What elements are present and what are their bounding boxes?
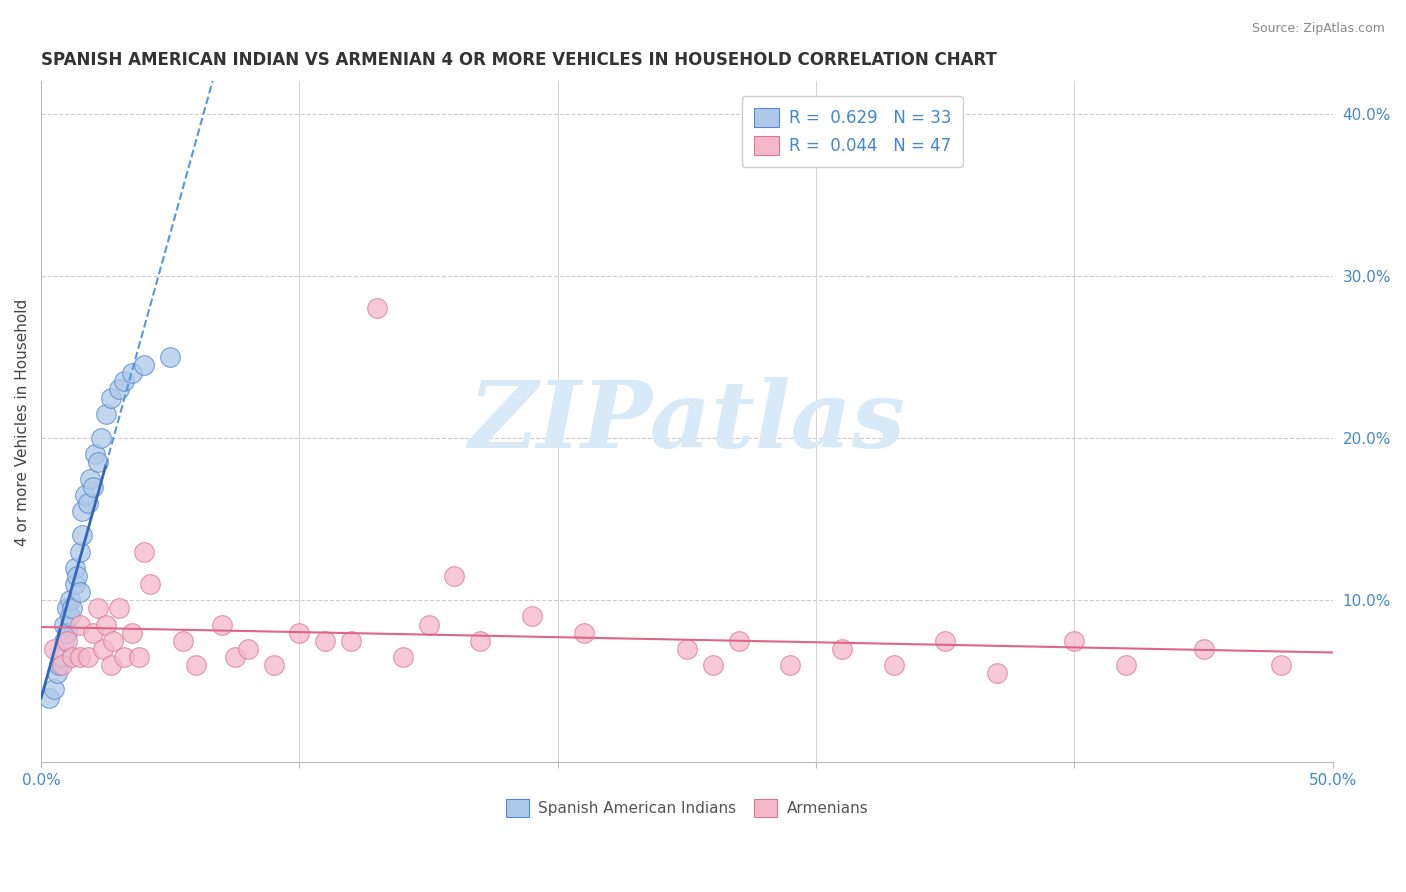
Point [288,625,311,640]
Point [211,617,233,632]
Point [1115,658,1137,673]
Point [112,650,135,665]
Point [87,601,110,615]
Point [159,350,181,364]
Point [58,609,80,624]
Point [314,633,336,648]
Point [42,682,65,697]
Point [184,658,207,673]
Point [224,650,246,665]
Point [94,407,117,421]
Point [38,690,60,705]
Point [69,650,91,665]
Point [1063,633,1085,648]
Point [121,625,143,640]
Point [56,625,79,640]
Point [45,666,67,681]
Point [76,496,98,510]
Point [391,650,413,665]
Point [51,650,73,665]
Point [134,358,156,372]
Point [72,528,94,542]
Text: Source: ZipAtlas.com: Source: ZipAtlas.com [1251,22,1385,36]
Point [676,641,699,656]
Text: SPANISH AMERICAN INDIAN VS ARMENIAN 4 OR MORE VEHICLES IN HOUSEHOLD CORRELATION : SPANISH AMERICAN INDIAN VS ARMENIAN 4 OR… [41,51,997,69]
Point [69,544,91,558]
Point [84,447,107,461]
Text: ZIPatlas: ZIPatlas [468,377,905,467]
Point [470,633,492,648]
Point [727,633,749,648]
Point [69,617,91,632]
Point [172,633,194,648]
Point [100,391,122,405]
Point [702,658,724,673]
Y-axis label: 4 or more Vehicles in Household: 4 or more Vehicles in Household [15,298,30,546]
Point [100,658,122,673]
Point [72,504,94,518]
Point [51,658,73,673]
Point [79,472,101,486]
Point [73,488,96,502]
Point [134,544,156,558]
Point [883,658,905,673]
Point [42,641,65,656]
Point [986,666,1008,681]
Point [340,633,363,648]
Point [94,617,117,632]
Point [91,641,114,656]
Point [63,561,86,575]
Point [53,617,76,632]
Point [87,455,110,469]
Point [66,569,89,583]
Point [89,431,111,445]
Point [1192,641,1215,656]
Point [236,641,259,656]
Point [107,383,129,397]
Point [58,593,80,607]
Point [82,625,104,640]
Point [366,301,388,316]
Point [128,650,150,665]
Point [934,633,956,648]
Point [138,577,160,591]
Point [831,641,853,656]
Point [107,601,129,615]
Point [572,625,595,640]
Point [53,633,76,648]
Point [56,601,79,615]
Point [103,633,125,648]
Point [69,585,91,599]
Point [56,633,79,648]
Point [1270,658,1292,673]
Point [48,658,70,673]
Point [443,569,465,583]
Point [76,650,98,665]
Point [418,617,440,632]
Point [779,658,801,673]
Point [63,577,86,591]
Point [112,375,135,389]
Point [263,658,285,673]
Point [520,609,543,624]
Point [82,480,104,494]
Point [60,601,83,615]
Legend: Spanish American Indians, Armenians: Spanish American Indians, Armenians [499,793,875,823]
Point [121,366,143,380]
Point [60,650,83,665]
